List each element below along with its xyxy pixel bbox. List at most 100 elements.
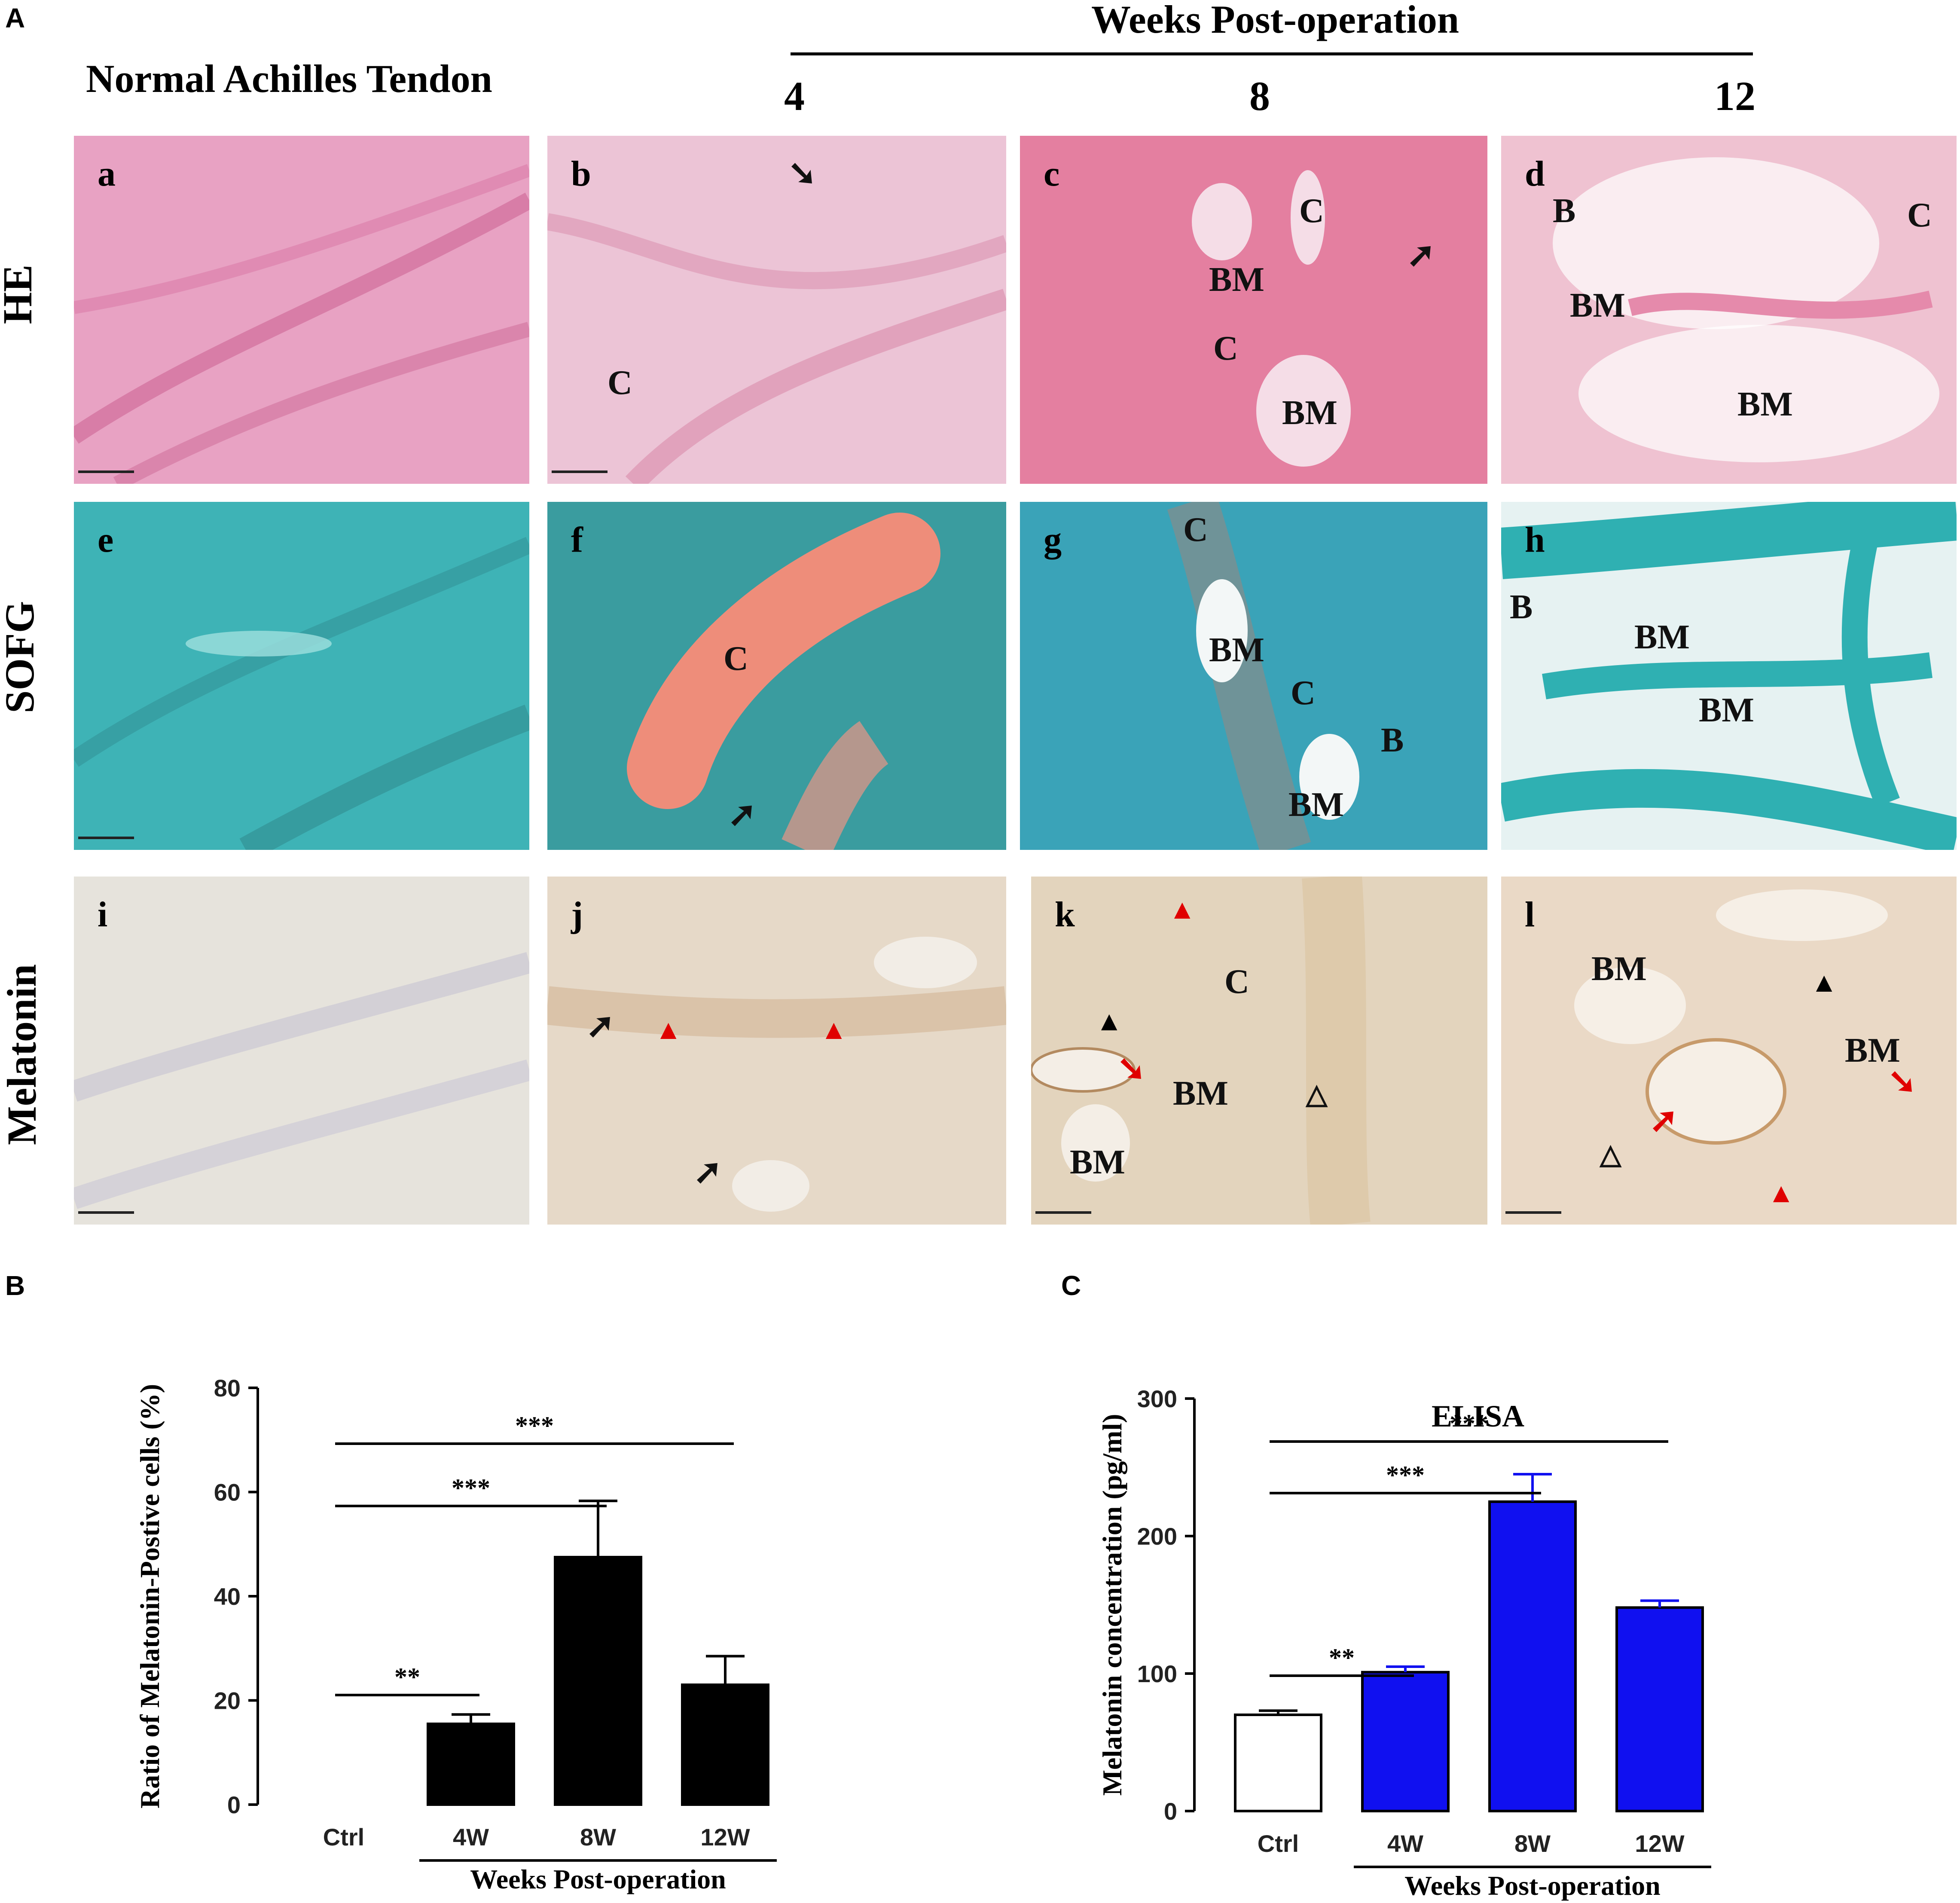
histology-panel-d: d B C BM BM: [1501, 136, 1957, 484]
histology-panel-i: i: [74, 877, 529, 1225]
triangle-marker-icon: ▲: [1096, 1006, 1123, 1036]
arrow-icon: ➚: [1649, 1102, 1679, 1139]
annotation-bm: BM: [1699, 691, 1754, 729]
annotation-bm: BM: [1209, 261, 1264, 299]
x-tick-label: Ctrl: [323, 1824, 364, 1851]
y-tick-label: 200: [1137, 1523, 1177, 1550]
annotation-bm: BM: [1737, 385, 1793, 423]
annotation-bm: BM: [1634, 618, 1690, 656]
annotation-c: C: [1907, 196, 1932, 234]
annotation-bm: BM: [1173, 1075, 1228, 1112]
arrow-icon: ➚: [693, 1153, 723, 1191]
row-label-he: HE: [0, 264, 40, 324]
y-tick-label: 40: [214, 1583, 241, 1610]
bar: [1234, 1714, 1322, 1812]
y-tick-label: 20: [214, 1687, 241, 1714]
scale-bar: [78, 837, 134, 839]
panel-id: l: [1525, 895, 1535, 935]
annotation-c: C: [1291, 674, 1316, 712]
annotation-bm: BM: [1845, 1032, 1900, 1069]
annotation-bm: BM: [1070, 1143, 1125, 1181]
histology-panel-j: j ➚ ▲ ▲ ➚: [547, 877, 1006, 1225]
y-tick-label: 300: [1137, 1385, 1177, 1412]
scale-bar: [552, 470, 608, 473]
annotation-c: C: [1299, 192, 1324, 230]
panel-b-letter: B: [5, 1270, 25, 1301]
bar: [554, 1556, 642, 1806]
week-col-8: 8: [1249, 73, 1270, 119]
x-axis-label: Weeks Post-operation: [470, 1864, 726, 1894]
scale-bar: [78, 1211, 134, 1214]
panel-id: c: [1044, 154, 1060, 194]
x-tick-label: 4W: [1387, 1830, 1423, 1857]
y-tick-label: 80: [214, 1375, 241, 1402]
histology-panel-l: l BM ▲ BM ➘ ➚ △ ▲: [1501, 877, 1957, 1225]
significance-label: ***: [1386, 1461, 1425, 1489]
week-col-12: 12: [1714, 73, 1755, 119]
row-label-melatonin: Melatonin: [0, 964, 45, 1145]
histology-panel-k: k ▲ C ▲ ➘ BM △ BM: [1031, 877, 1487, 1225]
chart-title: ELISA: [1432, 1399, 1524, 1433]
chart-b-svg: 0 20 40 60 80 Ratio of Melatonin-Postive cell…: [134, 1375, 777, 1894]
histology-panel-b: b C ➘: [547, 136, 1006, 484]
panel-id: g: [1044, 520, 1062, 560]
x-tick-label: Ctrl: [1258, 1830, 1299, 1857]
x-tick-label: 4W: [453, 1824, 489, 1851]
triangle-marker-icon: ▲: [655, 1014, 682, 1045]
bar: [1361, 1671, 1450, 1812]
histology-panel-f: f C ➚: [547, 502, 1006, 850]
row-label-sofg: SOFG: [0, 601, 43, 713]
normal-tendon-header: Normal Achilles Tendon: [86, 57, 492, 101]
triangle-marker-icon: ▲: [1768, 1178, 1795, 1208]
weeks-header-line: [791, 52, 1753, 55]
arrow-icon: ➚: [1407, 236, 1436, 274]
annotation-bm: BM: [1570, 287, 1625, 324]
triangle-outline-icon: △: [1600, 1139, 1621, 1170]
triangle-marker-icon: ▲: [820, 1014, 848, 1045]
arrow-icon: ➚: [728, 796, 757, 834]
x-tick-label: 8W: [580, 1824, 616, 1851]
scale-bar: [1505, 1211, 1561, 1214]
panel-id: j: [571, 895, 583, 935]
significance-label: ***: [515, 1411, 554, 1440]
arrow-icon: ➚: [586, 1007, 615, 1045]
x-axis-label: Weeks Post-operation: [1404, 1870, 1661, 1901]
annotation-bm: BM: [1288, 786, 1344, 824]
weeks-header: Weeks Post-operation: [1091, 0, 1459, 41]
panel-a-letter: A: [5, 3, 25, 34]
significance-label: ***: [1450, 1409, 1488, 1438]
histology-panel-h: h B BM BM: [1501, 502, 1957, 850]
significance-label: **: [1329, 1643, 1355, 1672]
annotation-bm: BM: [1282, 394, 1337, 432]
scale-bar: [1035, 1211, 1091, 1214]
bar: [681, 1683, 769, 1806]
y-axis-label: Ratio of Melatonin-Postive cells (%): [134, 1384, 165, 1808]
annotation-c: C: [724, 640, 748, 678]
histology-panel-g: g C BM C B BM: [1020, 502, 1487, 850]
annotation-c: C: [1213, 330, 1238, 367]
histology-panel-a: a: [74, 136, 529, 484]
chart-c-svg: 0 100 200 300 Melatonin concentration (pg/ml…: [1097, 1385, 1711, 1901]
bar: [1615, 1606, 1704, 1813]
x-tick-label: 12W: [700, 1824, 750, 1851]
bar: [1488, 1500, 1577, 1812]
panel-id: a: [98, 154, 116, 194]
panel-c-letter: C: [1061, 1270, 1081, 1301]
chart-c: 0 100 200 300 Melatonin concentration (pg/ml…: [1031, 1289, 1960, 1901]
y-axis-label: Melatonin concentration (pg/ml): [1097, 1414, 1127, 1796]
y-tick-label: 60: [214, 1479, 241, 1506]
annotation-b: B: [1553, 192, 1576, 230]
annotation-b: B: [1381, 721, 1404, 759]
x-tick-label: 12W: [1635, 1830, 1684, 1857]
chart-b: 0 20 40 60 80 Ratio of Melatonin-Postive cell…: [0, 1289, 859, 1901]
bar: [427, 1723, 515, 1806]
arrow-icon: ➘: [788, 155, 817, 192]
x-tick-label: 8W: [1514, 1830, 1551, 1857]
week-col-4: 4: [784, 73, 805, 119]
triangle-marker-icon: ▲: [1169, 894, 1196, 925]
panel-id: f: [571, 520, 583, 560]
y-tick-label: 0: [227, 1791, 241, 1818]
annotation-bm: BM: [1591, 950, 1647, 988]
annotation-c: C: [1224, 963, 1249, 1001]
y-tick-label: 100: [1137, 1660, 1177, 1687]
